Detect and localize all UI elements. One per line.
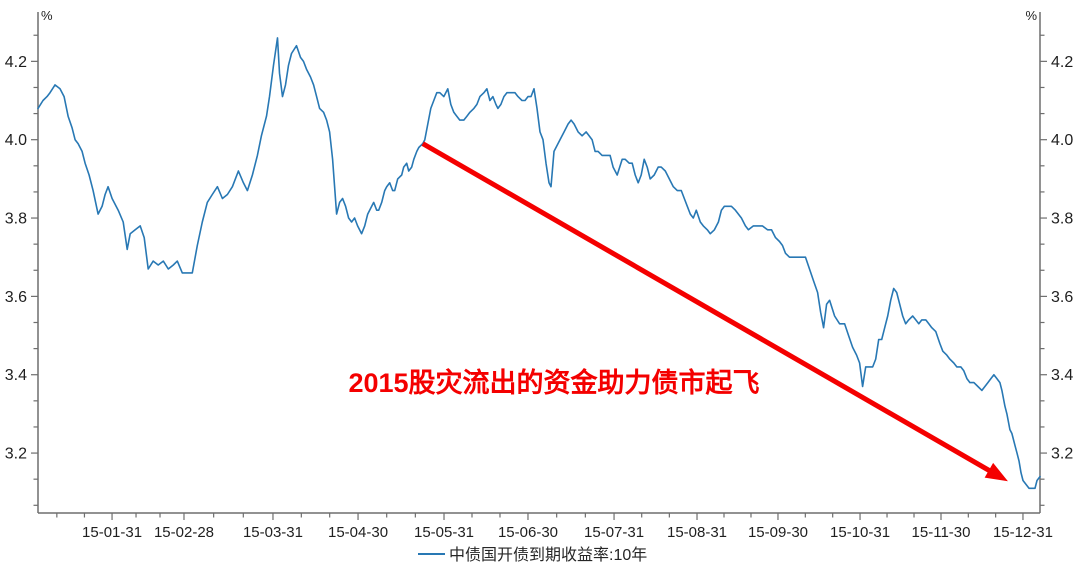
x-tick-label: 15-10-31 [830,524,890,541]
y-axis-unit-right: % [1025,8,1037,23]
y-tick-label: 3.6 [1051,289,1073,306]
x-tick-label: 15-06-30 [498,524,558,541]
y-tick-label: 4.0 [1051,132,1073,149]
trend-arrow-head [984,462,1008,482]
y-tick-label: 3.2 [1051,446,1073,463]
x-tick-label: 15-03-31 [243,524,303,541]
x-tick-label: 15-02-28 [154,524,214,541]
x-tick-label: 15-01-31 [82,524,142,541]
y-tick-label: 4.2 [5,54,27,71]
y-tick-label: 3.8 [5,211,27,228]
y-tick-label: 3.2 [5,446,27,463]
x-tick-label: 15-08-31 [667,524,727,541]
y-tick-label: 3.6 [5,289,27,306]
y-tick-label: 3.4 [1051,367,1073,384]
annotation-text: 2015股灾流出的资金助力债市起飞 [348,367,759,398]
y-tick-label: 4.0 [5,132,27,149]
legend: 中债国开债到期收益率:10年 [418,546,647,564]
trend-arrow-shaft [421,141,998,477]
y-axis-unit-left: % [41,8,53,23]
x-tick-label: 15-09-30 [748,524,808,541]
y-tick-label: 4.2 [1051,54,1073,71]
x-tick-label: 15-04-30 [328,524,388,541]
legend-label: 中债国开债到期收益率:10年 [449,546,647,564]
yield-line-series [37,37,1041,490]
y-tick-label: 3.4 [5,367,27,384]
x-tick-label: 15-12-31 [993,524,1053,541]
trend-arrow [421,141,1008,482]
x-tick-label: 15-05-31 [414,524,474,541]
x-tick-label: 15-11-30 [912,524,971,541]
x-tick-label: 15-07-31 [584,524,644,541]
y-tick-label: 3.8 [1051,211,1073,228]
axes: 3.2 3.2 3.4 3.4 3.6 3.6 3.8 3.8 4.0 4.0 4.2 4.2 15-0… [5,12,1073,541]
